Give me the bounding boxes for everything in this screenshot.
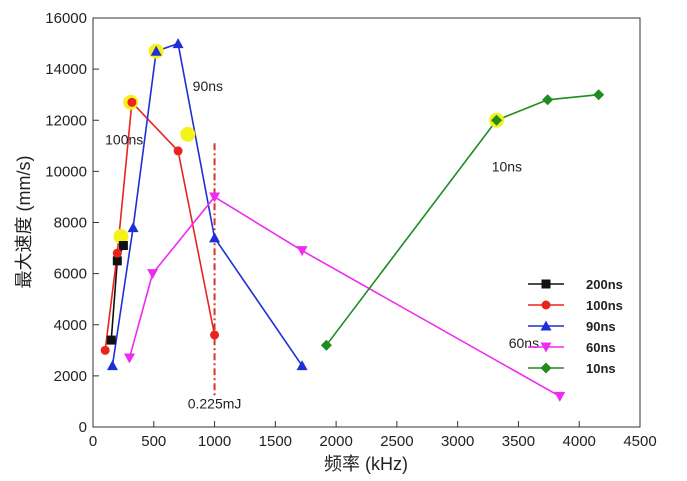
data-point-200ns (106, 335, 116, 345)
legend-label-10ns: 10ns (586, 361, 616, 376)
data-point-90ns (172, 38, 184, 49)
x-axis-label: 频率 (kHz) (324, 454, 408, 474)
y-tick-label: 2000 (54, 368, 87, 385)
annotation-90ns: 90ns (193, 78, 223, 94)
highlight-point (113, 229, 129, 245)
x-tick-label: 3500 (502, 433, 535, 450)
x-tick-label: 3000 (441, 433, 474, 450)
x-tick-label: 2500 (380, 433, 413, 450)
x-tick-label: 500 (141, 433, 166, 450)
data-point-100ns (210, 330, 220, 340)
legend-label-90ns: 90ns (586, 319, 616, 334)
legend-marker-90ns (540, 320, 552, 331)
legend-label-200ns: 200ns (586, 277, 623, 292)
plot-frame (92, 17, 641, 428)
x-tick-label: 0 (89, 433, 97, 450)
annotation-60ns: 60ns (509, 335, 539, 351)
data-point-60ns (147, 269, 159, 280)
legend-marker-100ns (541, 300, 551, 310)
legend-marker-10ns (540, 362, 552, 374)
legend-label-60ns: 60ns (586, 340, 616, 355)
x-tick-label: 4000 (563, 433, 596, 450)
y-tick-label: 16000 (45, 10, 87, 27)
data-point-90ns (296, 360, 308, 371)
legend-marker-200ns (541, 279, 551, 289)
data-point-60ns (296, 246, 308, 257)
y-tick-label: 4000 (54, 317, 87, 334)
data-point-10ns (542, 94, 554, 106)
data-point-100ns (100, 345, 110, 355)
data-point-90ns (106, 360, 118, 371)
x-tick-label: 2000 (319, 433, 352, 450)
data-point-200ns (112, 256, 122, 266)
y-tick-label: 10000 (45, 163, 87, 180)
y-tick-label: 14000 (45, 61, 87, 78)
data-point-90ns (127, 222, 139, 233)
series-line-90ns (111, 42, 303, 367)
series-line-10ns (325, 93, 599, 346)
y-tick-label: 0 (79, 419, 87, 436)
series-line-60ns (128, 195, 561, 398)
data-point-60ns (209, 192, 221, 203)
data-point-10ns (491, 114, 503, 126)
data-point-90ns (209, 232, 221, 243)
data-point-10ns (320, 339, 332, 351)
annotation-100ns: 100ns (105, 132, 143, 148)
data-point-100ns (112, 248, 122, 258)
legend-label-100ns: 100ns (586, 298, 623, 313)
y-tick-label: 12000 (45, 112, 87, 129)
data-point-100ns (127, 97, 137, 107)
x-tick-label: 1000 (198, 433, 231, 450)
data-point-60ns (554, 391, 566, 402)
x-tick-label: 4500 (623, 433, 656, 450)
annotation-10ns: 10ns (492, 158, 522, 174)
y-tick-label: 8000 (54, 215, 87, 232)
data-point-90ns (150, 45, 162, 56)
x-tick-label: 1500 (259, 433, 292, 450)
data-point-100ns (173, 146, 183, 156)
data-point-60ns (123, 353, 135, 364)
y-tick-label: 6000 (54, 266, 87, 283)
legend-marker-60ns (540, 342, 552, 353)
y-axis-label: 最大速度 (mm/s) (14, 156, 34, 289)
data-point-200ns (118, 241, 128, 251)
energy-reference-label: 0.225mJ (188, 395, 242, 411)
highlight-point (180, 126, 196, 142)
data-point-10ns (593, 89, 605, 101)
